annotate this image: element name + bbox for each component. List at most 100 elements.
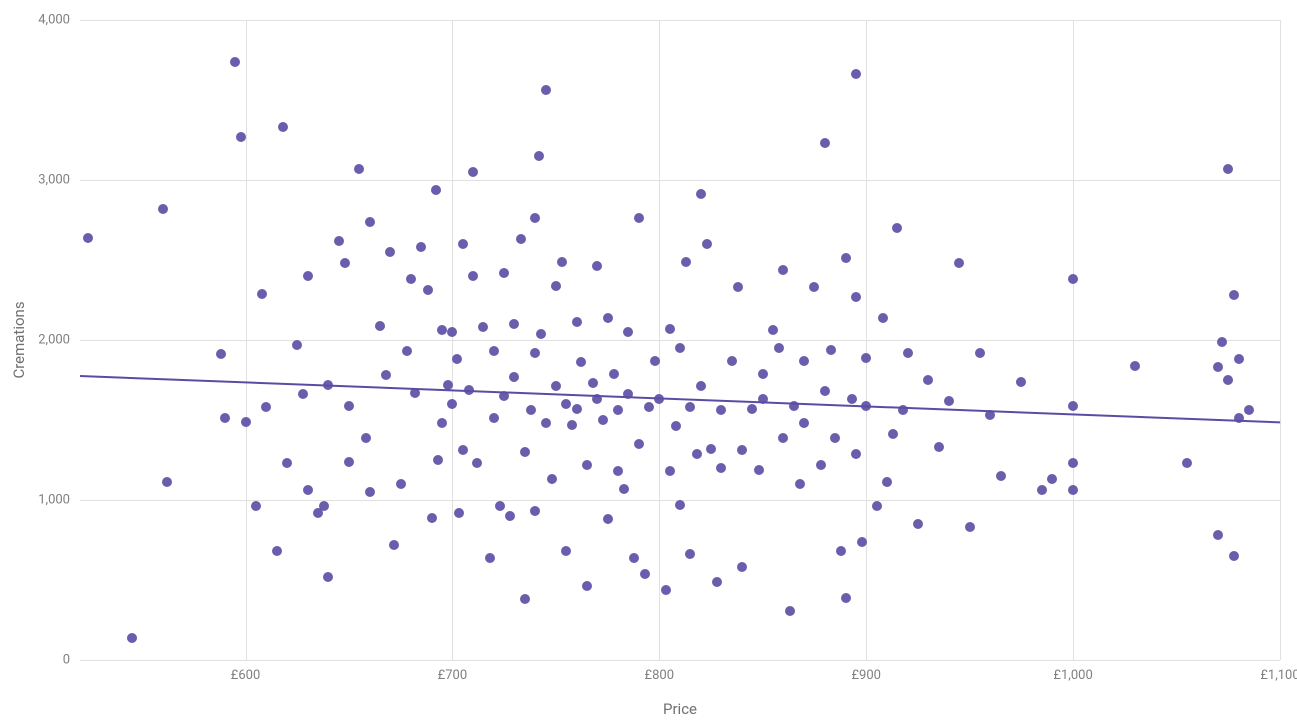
- data-point: [603, 313, 613, 323]
- data-point: [292, 340, 302, 350]
- data-point: [685, 402, 695, 412]
- data-point: [489, 413, 499, 423]
- plot-area: [80, 20, 1280, 660]
- data-point: [406, 274, 416, 284]
- x-tick-label: £1,100: [1260, 668, 1297, 683]
- data-point: [423, 285, 433, 295]
- data-point: [778, 433, 788, 443]
- data-point: [954, 258, 964, 268]
- data-point: [468, 271, 478, 281]
- data-point: [257, 289, 267, 299]
- data-point: [975, 348, 985, 358]
- data-point: [882, 477, 892, 487]
- data-point: [385, 247, 395, 257]
- data-point: [216, 349, 226, 359]
- data-point: [878, 313, 888, 323]
- data-point: [727, 356, 737, 366]
- data-point: [541, 418, 551, 428]
- data-point: [509, 319, 519, 329]
- data-point: [433, 455, 443, 465]
- data-point: [671, 421, 681, 431]
- data-point: [588, 378, 598, 388]
- data-point: [251, 501, 261, 511]
- gridline-vertical: [866, 20, 867, 660]
- data-point: [282, 458, 292, 468]
- data-point: [830, 433, 840, 443]
- data-point: [298, 389, 308, 399]
- x-tick-label: £700: [438, 668, 467, 683]
- data-point: [603, 514, 613, 524]
- data-point: [582, 460, 592, 470]
- data-point: [576, 357, 586, 367]
- data-point: [1016, 377, 1026, 387]
- data-point: [1213, 530, 1223, 540]
- data-point: [696, 381, 706, 391]
- data-point: [1068, 485, 1078, 495]
- data-point: [334, 236, 344, 246]
- data-point: [1047, 474, 1057, 484]
- data-point: [354, 164, 364, 174]
- data-point: [127, 633, 137, 643]
- data-point: [458, 239, 468, 249]
- trend-line: [80, 375, 1280, 423]
- data-point: [1223, 375, 1233, 385]
- data-point: [526, 405, 536, 415]
- data-point: [609, 369, 619, 379]
- data-point: [468, 167, 478, 177]
- y-tick-label: 2,000: [10, 333, 70, 348]
- x-axis-label: Price: [663, 700, 697, 718]
- y-tick-label: 4,000: [10, 13, 70, 28]
- data-point: [836, 546, 846, 556]
- data-point: [158, 204, 168, 214]
- data-point: [241, 417, 251, 427]
- data-point: [661, 585, 671, 595]
- data-point: [220, 413, 230, 423]
- data-point: [389, 540, 399, 550]
- data-point: [365, 487, 375, 497]
- data-point: [888, 429, 898, 439]
- data-point: [820, 386, 830, 396]
- data-point: [582, 581, 592, 591]
- data-point: [640, 569, 650, 579]
- data-point: [381, 370, 391, 380]
- data-point: [1244, 405, 1254, 415]
- data-point: [650, 356, 660, 366]
- data-point: [774, 343, 784, 353]
- data-point: [944, 396, 954, 406]
- data-point: [340, 258, 350, 268]
- data-point: [536, 329, 546, 339]
- data-point: [816, 460, 826, 470]
- data-point: [541, 85, 551, 95]
- data-point: [665, 466, 675, 476]
- data-point: [402, 346, 412, 356]
- data-point: [551, 281, 561, 291]
- data-point: [847, 394, 857, 404]
- data-point: [685, 549, 695, 559]
- data-point: [454, 508, 464, 518]
- data-point: [861, 353, 871, 363]
- data-point: [1068, 458, 1078, 468]
- scatter-chart: Cremations Price 01,0002,0003,0004,000 £…: [0, 0, 1297, 728]
- data-point: [557, 257, 567, 267]
- data-point: [1223, 164, 1233, 174]
- data-point: [634, 439, 644, 449]
- data-point: [472, 458, 482, 468]
- data-point: [634, 213, 644, 223]
- data-point: [561, 546, 571, 556]
- data-point: [278, 122, 288, 132]
- data-point: [303, 485, 313, 495]
- data-point: [712, 577, 722, 587]
- data-point: [1213, 362, 1223, 372]
- data-point: [696, 189, 706, 199]
- data-point: [272, 546, 282, 556]
- data-point: [1068, 274, 1078, 284]
- x-tick-label: £1,000: [1053, 668, 1092, 683]
- data-point: [323, 572, 333, 582]
- data-point: [1217, 337, 1227, 347]
- data-point: [851, 69, 861, 79]
- data-point: [1037, 485, 1047, 495]
- data-point: [1068, 401, 1078, 411]
- data-point: [495, 501, 505, 511]
- data-point: [485, 553, 495, 563]
- data-point: [567, 420, 577, 430]
